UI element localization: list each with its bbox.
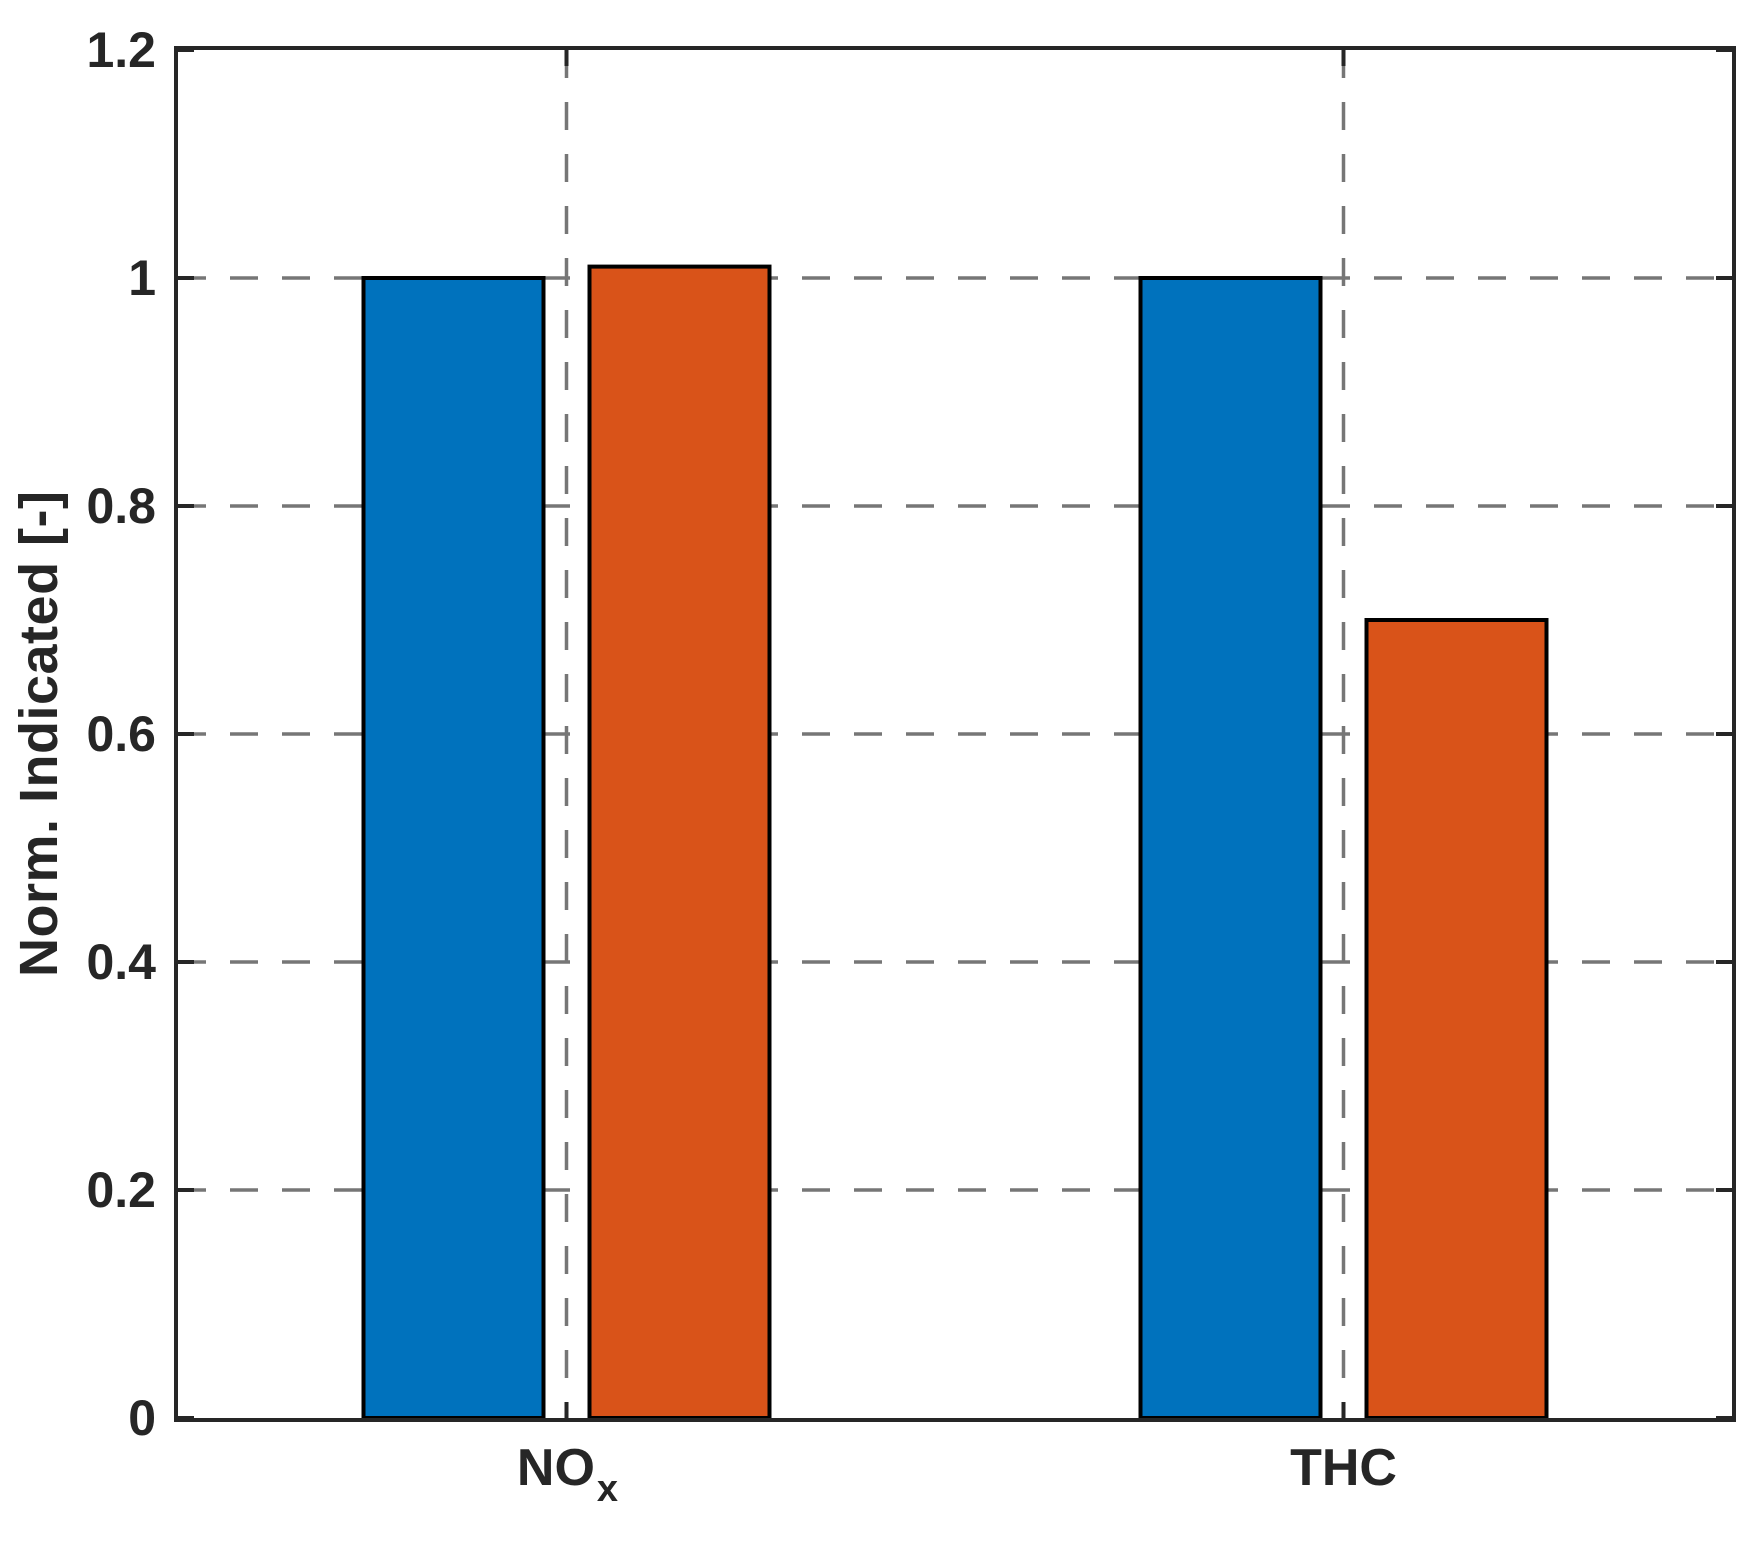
y-tick-label: 0.4 <box>86 934 156 990</box>
y-tick-label: 0.6 <box>86 706 156 762</box>
y-tick-label: 0.2 <box>86 1162 156 1218</box>
bar-chart-canvas <box>178 48 1732 1421</box>
plot-area <box>174 46 1736 1422</box>
y-tick-label: 0 <box>128 1390 156 1446</box>
x-tick-label: THC <box>1290 1439 1397 1497</box>
y-tick-label: 1.2 <box>86 22 156 78</box>
bar-NOx-orange-series <box>587 264 772 1421</box>
bar-THC-blue-series <box>1138 276 1323 1420</box>
bar-THC-orange-series <box>1364 618 1549 1420</box>
bar-NOx-blue-series <box>361 276 546 1420</box>
y-tick-label: 1 <box>128 250 156 306</box>
y-tick-label: 0.8 <box>86 478 156 534</box>
x-tick-label: NOx <box>516 1439 619 1510</box>
